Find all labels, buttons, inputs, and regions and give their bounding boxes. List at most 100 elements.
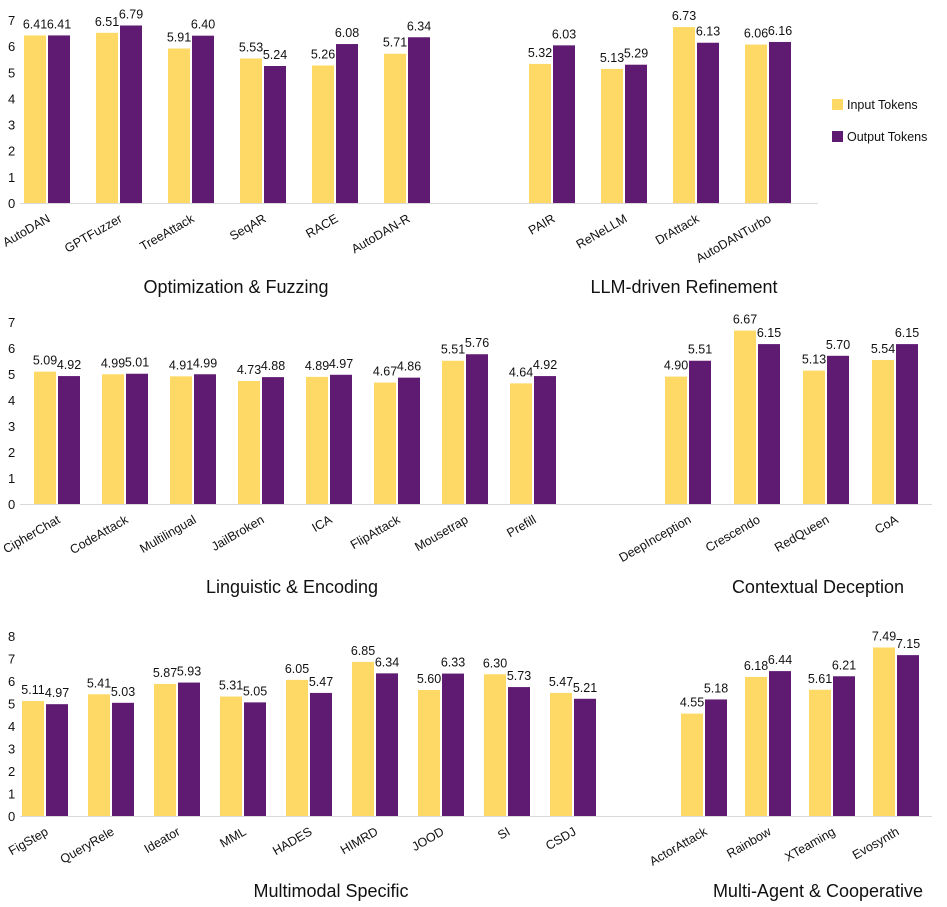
bar-input-jood <box>418 690 440 816</box>
value-label-output: 5.93 <box>177 665 201 679</box>
category-label: CodeAttack <box>68 512 132 557</box>
value-label-input: 6.51 <box>95 15 119 29</box>
bar-output-autodan-r <box>408 37 430 203</box>
bar-input-mml <box>220 696 242 816</box>
bar-input-autodan-r <box>384 53 406 203</box>
value-label-output: 5.03 <box>111 685 135 699</box>
value-label-input: 5.31 <box>219 679 243 693</box>
bar-input-mousetrap <box>442 360 464 504</box>
y-tick-label: 8 <box>8 629 15 644</box>
value-label-output: 6.08 <box>335 26 359 40</box>
y-tick-label: 3 <box>8 742 15 757</box>
value-label-input: 7.49 <box>872 629 896 643</box>
y-tick-label: 6 <box>8 341 15 356</box>
value-label-input: 5.51 <box>441 343 465 357</box>
value-label-output: 6.15 <box>895 326 919 340</box>
value-label-output: 5.29 <box>624 47 648 61</box>
bar-output-figstep <box>46 704 68 816</box>
value-label-input: 4.67 <box>373 365 397 379</box>
bar-input-codeattack <box>102 374 124 504</box>
y-tick-label: 7 <box>8 13 15 28</box>
category-label: Multilingual <box>137 512 198 555</box>
value-label-output: 5.21 <box>573 681 597 695</box>
bar-input-xteaming <box>809 689 831 816</box>
bar-output-cipherchat <box>58 376 80 504</box>
value-label-output: 5.18 <box>704 681 728 695</box>
category-label: XTeaming <box>782 824 837 864</box>
bar-output-ica <box>330 374 352 504</box>
value-label-input: 5.87 <box>153 666 177 680</box>
category-label: SI <box>495 824 512 842</box>
bar-input-queryrele <box>88 694 110 816</box>
value-label-input: 6.05 <box>285 662 309 676</box>
value-label-output: 5.47 <box>309 675 333 689</box>
bar-input-autodanturbo <box>745 44 767 204</box>
bar-input-deepinception <box>665 376 687 504</box>
value-label-input: 4.99 <box>101 356 125 370</box>
bar-output-codeattack <box>126 373 148 504</box>
y-tick-label: 2 <box>8 144 15 159</box>
value-label-input: 6.85 <box>351 644 375 658</box>
y-tick-label: 6 <box>8 39 15 54</box>
bar-input-crescendo <box>734 330 756 504</box>
bar-input-treeattack <box>168 48 190 204</box>
category-label: Crescendo <box>703 512 762 554</box>
value-label-output: 4.92 <box>57 358 81 372</box>
value-label-output: 6.16 <box>768 24 792 38</box>
value-label-input: 4.90 <box>664 359 688 373</box>
category-label: MML <box>217 824 248 850</box>
category-label: CipherChat <box>1 512 63 556</box>
bar-output-rainbow <box>769 671 791 816</box>
value-label-output: 5.24 <box>263 48 287 62</box>
value-label-input: 5.41 <box>87 676 111 690</box>
value-label-output: 6.79 <box>119 7 143 21</box>
y-tick-label: 6 <box>8 674 15 689</box>
legend-swatch-input <box>832 99 843 110</box>
value-label-output: 6.33 <box>441 656 465 670</box>
bar-output-deepinception <box>689 360 711 504</box>
category-label: Mousetrap <box>412 512 470 554</box>
chart-panel-3: 0 1 2 3 4 5 6 7 8 5.11 4.97 FigStep 5.415.03 QueryRel… <box>6 629 932 901</box>
y-tick-label: 1 <box>8 787 15 802</box>
value-label-input: 5.09 <box>33 354 57 368</box>
bar-output-autodan <box>48 35 70 203</box>
category-label: ActorAttack <box>647 824 710 868</box>
bar-input-gptfuzzer <box>96 32 118 204</box>
category-label: PAIR <box>526 211 557 237</box>
value-label-output: 4.99 <box>193 356 217 370</box>
category-label: Prefill <box>504 512 538 540</box>
value-label-output: 5.76 <box>465 336 489 350</box>
bar-input-si <box>484 674 506 816</box>
category-label: TreeAttack <box>138 211 198 253</box>
bar-input-redqueen <box>803 370 825 504</box>
legend-swatch-output <box>832 131 843 142</box>
bar-output-si <box>508 687 530 816</box>
y-tick-label: 3 <box>8 118 15 133</box>
category-label: JOOD <box>409 824 446 853</box>
legend-label: Output Tokens <box>847 130 927 144</box>
bar-input-jailbroken <box>238 381 260 504</box>
bar-output-csdj <box>574 698 596 816</box>
value-label-output: 4.92 <box>533 358 557 372</box>
category-label: GPTFuzzer <box>62 211 124 255</box>
category-label: CSDJ <box>543 824 578 852</box>
value-label-input: 4.89 <box>305 359 329 373</box>
bar-input-ideator <box>154 683 176 816</box>
value-label-output: 4.86 <box>397 360 421 374</box>
value-label-output: 5.51 <box>688 343 712 357</box>
category-label: AutoDAN-R <box>349 211 413 256</box>
bar-input-figstep <box>22 701 44 816</box>
value-label-output: 6.40 <box>191 18 215 32</box>
bar-input-rainbow <box>745 676 767 816</box>
category-label: JailBroken <box>209 512 267 553</box>
y-tick-label: 5 <box>8 65 15 80</box>
category-label: RedQueen <box>772 512 831 554</box>
y-tick-label: 0 <box>8 809 15 824</box>
y-tick-label: 0 <box>8 497 15 512</box>
bar-output-crescendo <box>758 344 780 504</box>
group-title: Optimization & Fuzzing <box>143 277 328 297</box>
category-label: RACE <box>303 211 340 240</box>
value-label-output: 6.44 <box>768 653 792 667</box>
